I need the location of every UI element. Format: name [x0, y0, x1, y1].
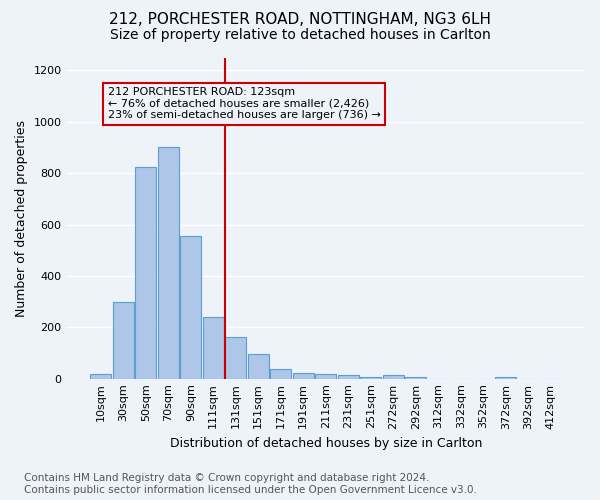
Bar	[293, 373, 314, 378]
Bar	[495, 376, 517, 378]
Y-axis label: Number of detached properties: Number of detached properties	[15, 120, 28, 316]
Bar	[270, 369, 292, 378]
Bar	[135, 166, 157, 378]
Text: Contains HM Land Registry data © Crown copyright and database right 2024.
Contai: Contains HM Land Registry data © Crown c…	[24, 474, 477, 495]
Text: Size of property relative to detached houses in Carlton: Size of property relative to detached ho…	[110, 28, 490, 42]
Bar	[225, 337, 247, 378]
Text: 212 PORCHESTER ROAD: 123sqm
← 76% of detached houses are smaller (2,426)
23% of : 212 PORCHESTER ROAD: 123sqm ← 76% of det…	[107, 87, 380, 120]
Bar	[360, 376, 382, 378]
Bar	[315, 374, 337, 378]
Bar	[383, 376, 404, 378]
X-axis label: Distribution of detached houses by size in Carlton: Distribution of detached houses by size …	[170, 437, 482, 450]
Bar	[180, 236, 202, 378]
Bar	[90, 374, 112, 378]
Text: 212, PORCHESTER ROAD, NOTTINGHAM, NG3 6LH: 212, PORCHESTER ROAD, NOTTINGHAM, NG3 6L…	[109, 12, 491, 28]
Bar	[338, 376, 359, 378]
Bar	[248, 354, 269, 378]
Bar	[405, 376, 427, 378]
Bar	[113, 302, 134, 378]
Bar	[158, 148, 179, 378]
Bar	[203, 317, 224, 378]
